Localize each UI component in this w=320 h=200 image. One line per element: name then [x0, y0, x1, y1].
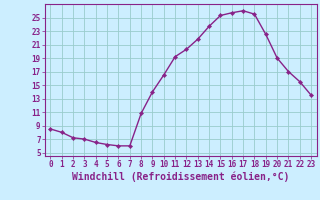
X-axis label: Windchill (Refroidissement éolien,°C): Windchill (Refroidissement éolien,°C)	[72, 172, 290, 182]
